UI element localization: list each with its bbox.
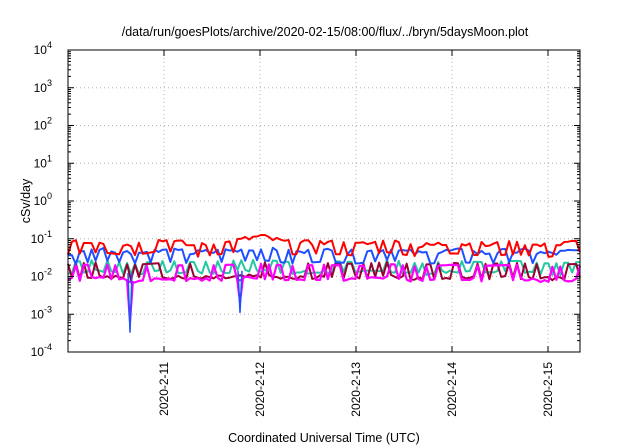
y-tick-label: 10-4 (31, 342, 52, 359)
series-layer (67, 234, 582, 333)
x-tick-label: 2020-2-11 (157, 362, 171, 416)
series-line (67, 246, 581, 266)
x-axis-label: Coordinated Universal Time (UTC) (228, 431, 420, 445)
y-tick-label: 10-3 (31, 304, 52, 321)
y-axis-label: cSv/day (19, 178, 33, 223)
y-tick-label: 104 (34, 40, 52, 57)
series-line (67, 234, 581, 258)
x-tick-label: 2020-2-14 (445, 362, 459, 417)
y-tick-label: 100 (34, 191, 52, 208)
series-line (67, 262, 582, 284)
series-dip (127, 273, 133, 333)
x-axis: 2020-2-11 2020-2-12 2020-2-13 2020-2-14 2020… (157, 50, 555, 417)
grid-lines (68, 50, 580, 352)
series-dip (237, 270, 243, 313)
y-axis: 10-4 10-3 10-2 10-1 100 101 102 103 104 (31, 40, 580, 359)
y-tick-label: 102 (34, 116, 52, 133)
x-tick-label: 2020-2-15 (541, 362, 555, 417)
x-tick-label: 2020-2-12 (253, 362, 267, 417)
chart-title: /data/run/goesPlots/archive/2020-02-15/0… (122, 25, 529, 39)
y-tick-label: 101 (34, 153, 52, 170)
series-line (67, 261, 581, 282)
y-tick-label: 10-2 (31, 267, 52, 284)
series-line (67, 258, 581, 277)
y-tick-label: 10-1 (31, 229, 52, 246)
y-tick-label: 103 (34, 78, 52, 95)
x-tick-label: 2020-2-13 (349, 362, 363, 417)
